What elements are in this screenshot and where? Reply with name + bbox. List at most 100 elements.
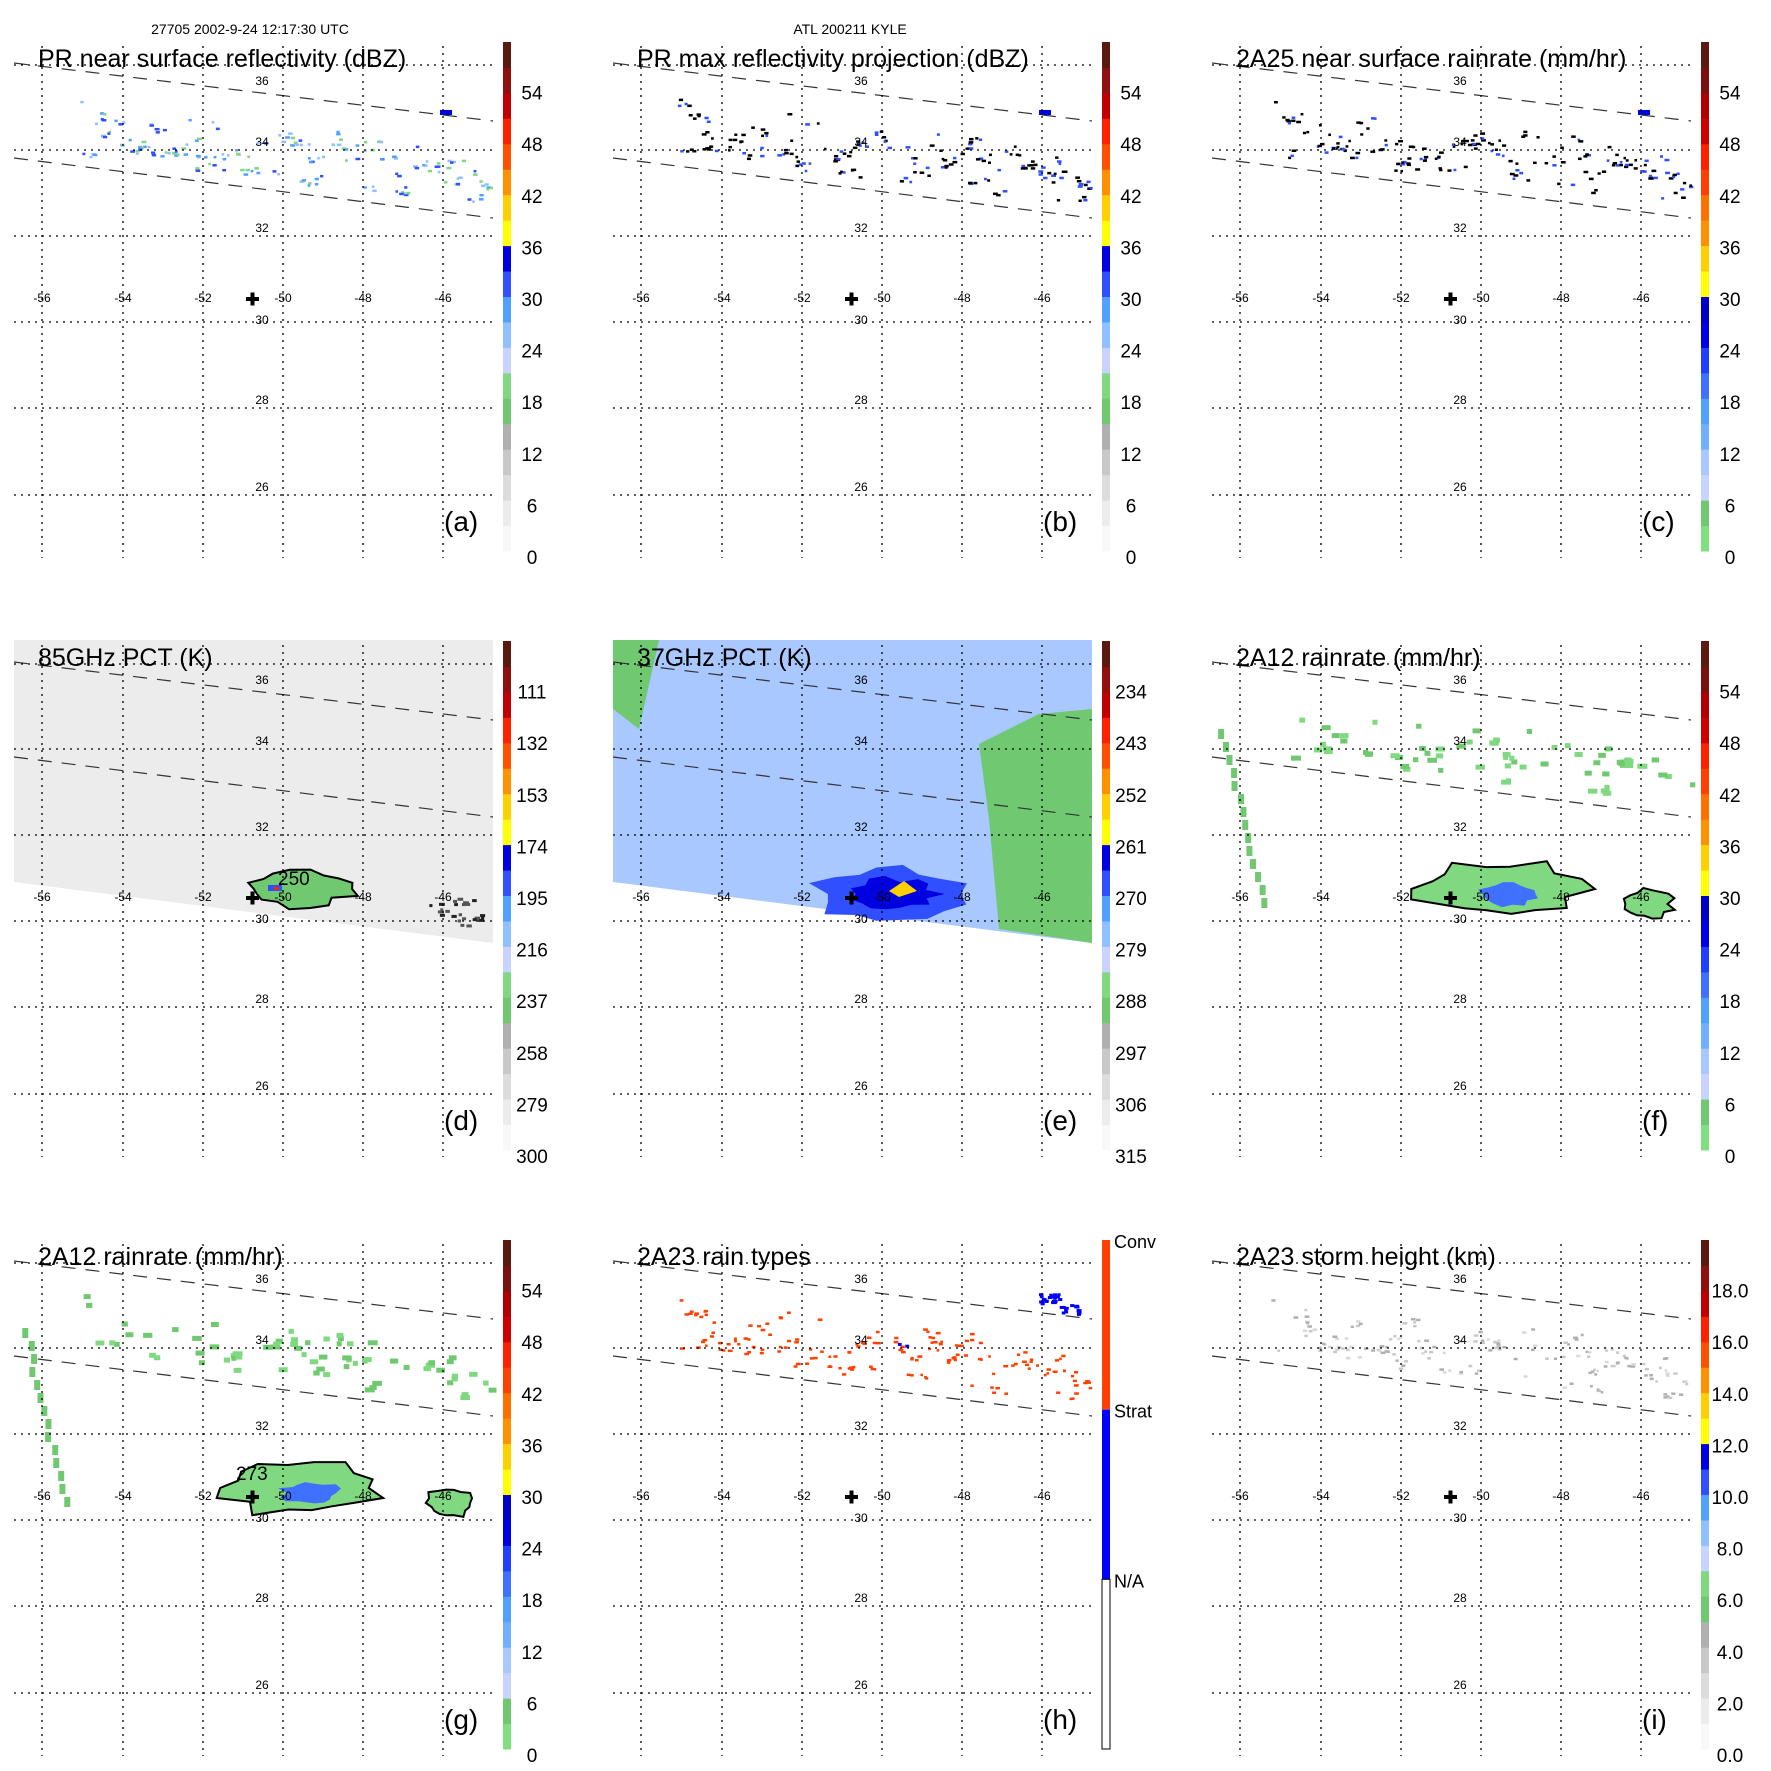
height-pixel: [1439, 1368, 1444, 1371]
rain-pixel: [378, 140, 384, 144]
swath-edge: [13, 157, 494, 219]
rain-pixel: [295, 143, 300, 147]
colorbar-segment: [1701, 1647, 1709, 1674]
rain-pixel: [1055, 156, 1059, 159]
convective-pixel: [1076, 1309, 1082, 1313]
height-pixel: [1562, 1386, 1567, 1390]
rain-pixel: [299, 143, 303, 147]
rain-pixel: [92, 153, 98, 157]
rain-pixel: [1422, 147, 1427, 150]
colorbar-segment: [1102, 296, 1110, 323]
height-pixel: [1642, 1362, 1646, 1366]
colorbar-segment: [503, 321, 511, 348]
rain-pixel: [1648, 176, 1653, 179]
rain-pixel: [164, 151, 168, 154]
height-pixel: [1388, 1338, 1393, 1341]
lon-tick-label: -52: [793, 1489, 811, 1503]
rain-pixel: [1030, 167, 1036, 170]
rain-pixel: [1659, 155, 1664, 158]
lon-tick-label: -50: [1472, 1489, 1490, 1503]
convective-pixel: [897, 1342, 902, 1346]
height-pixel: [1346, 1348, 1350, 1352]
rain-pixel: [965, 147, 970, 150]
rain-pixel: [195, 1350, 205, 1356]
rain-pixel: [1690, 782, 1696, 788]
colorbar-segment: [1102, 971, 1110, 998]
height-pixel: [1671, 1392, 1676, 1395]
colorbar-tick-label: 258: [516, 1044, 548, 1065]
swath-edge: [612, 1355, 1093, 1417]
rain-pixel: [342, 1355, 352, 1361]
rain-pixel: [858, 144, 862, 147]
colorbar-segment: [503, 920, 511, 947]
stratiform-pixel: [875, 1330, 880, 1334]
rain-pixel: [1501, 154, 1505, 158]
rain-pixel: [355, 144, 360, 147]
rain-pixel: [1624, 163, 1630, 167]
lon-tick-label: -52: [793, 890, 811, 904]
rain-pixel: [1331, 733, 1340, 739]
rain-pixel: [987, 179, 991, 182]
colorbar-segment: [1102, 118, 1110, 145]
rain-pixel: [856, 140, 861, 143]
rain-pixel: [45, 1419, 52, 1429]
height-pixel: [1684, 1380, 1688, 1383]
convective-pixel: [1056, 1294, 1060, 1298]
stratiform-pixel: [992, 1391, 997, 1394]
stratiform-pixel: [795, 1338, 800, 1341]
rain-pixel: [188, 118, 192, 122]
rain-pixel: [305, 1340, 311, 1346]
brightness-temperature-field: [14, 640, 493, 943]
rain-pixel: [1403, 763, 1410, 769]
rain-pixel: [363, 186, 367, 189]
rain-pixel: [1460, 140, 1466, 143]
stratiform-pixel: [841, 1373, 847, 1376]
rain-pixel: [992, 192, 998, 196]
rain-pixel: [686, 150, 690, 153]
height-pixel: [1596, 1388, 1600, 1391]
rain-pixel: [321, 155, 326, 159]
colorbar-segment: [1701, 1240, 1709, 1266]
colorbar-segment: [1701, 1621, 1709, 1648]
convective-pixel: [1041, 1298, 1047, 1302]
rain-pixel: [1261, 898, 1268, 908]
colorbar-segment: [1701, 398, 1709, 425]
lon-tick-label: -54: [114, 1489, 132, 1503]
colorbar-segment: [503, 118, 511, 145]
stratiform-pixel: [727, 1349, 733, 1353]
rain-pixel: [109, 1340, 116, 1346]
rain-pixel: [1552, 164, 1557, 167]
rain-pixel: [1331, 147, 1335, 150]
height-pixel: [1631, 1363, 1637, 1366]
rain-pixel: [389, 1358, 399, 1364]
cold-pixel: [458, 913, 463, 917]
rain-pixel: [941, 157, 945, 161]
rain-pixel: [680, 150, 684, 153]
rain-pixel: [1291, 149, 1297, 153]
lat-tick-label: 34: [255, 734, 269, 748]
rain-pixel: [427, 169, 433, 173]
height-pixel: [1482, 1341, 1485, 1345]
height-pixel: [1567, 1343, 1571, 1346]
stratiform-pixel: [1061, 1354, 1066, 1358]
colorbar-tick-label: 12: [521, 445, 542, 466]
rain-pixel: [887, 146, 893, 150]
colorbar-segment: [503, 1099, 511, 1126]
rain-pixel: [151, 153, 157, 157]
panel-i: -56 -54 -52 -50 -48 -46 36 34 32 30 28 26 2A23 storm…: [1211, 1240, 1748, 1767]
rain-pixel: [1053, 172, 1057, 176]
height-pixel: [1412, 1324, 1417, 1328]
rain-pixel: [953, 156, 957, 160]
panel-f: -56 -54 -52 -50 -48 -46 36 34 32 30 28 26 2A12 rainr…: [1211, 641, 1741, 1168]
height-pixel: [1302, 1329, 1308, 1333]
rain-pixel: [347, 1341, 354, 1347]
colorbar-tick-label: 237: [516, 992, 548, 1013]
lat-tick-label: 36: [854, 1272, 868, 1286]
colorbar-segment: [503, 1443, 511, 1470]
rain-pixel: [64, 1497, 71, 1507]
colorbar-tick-label: 252: [1115, 786, 1147, 807]
panel-title: 85GHz PCT (K): [38, 644, 213, 672]
rain-pixel: [446, 166, 452, 170]
rain-pixel: [1681, 196, 1686, 199]
rain-pixel: [1422, 159, 1427, 162]
